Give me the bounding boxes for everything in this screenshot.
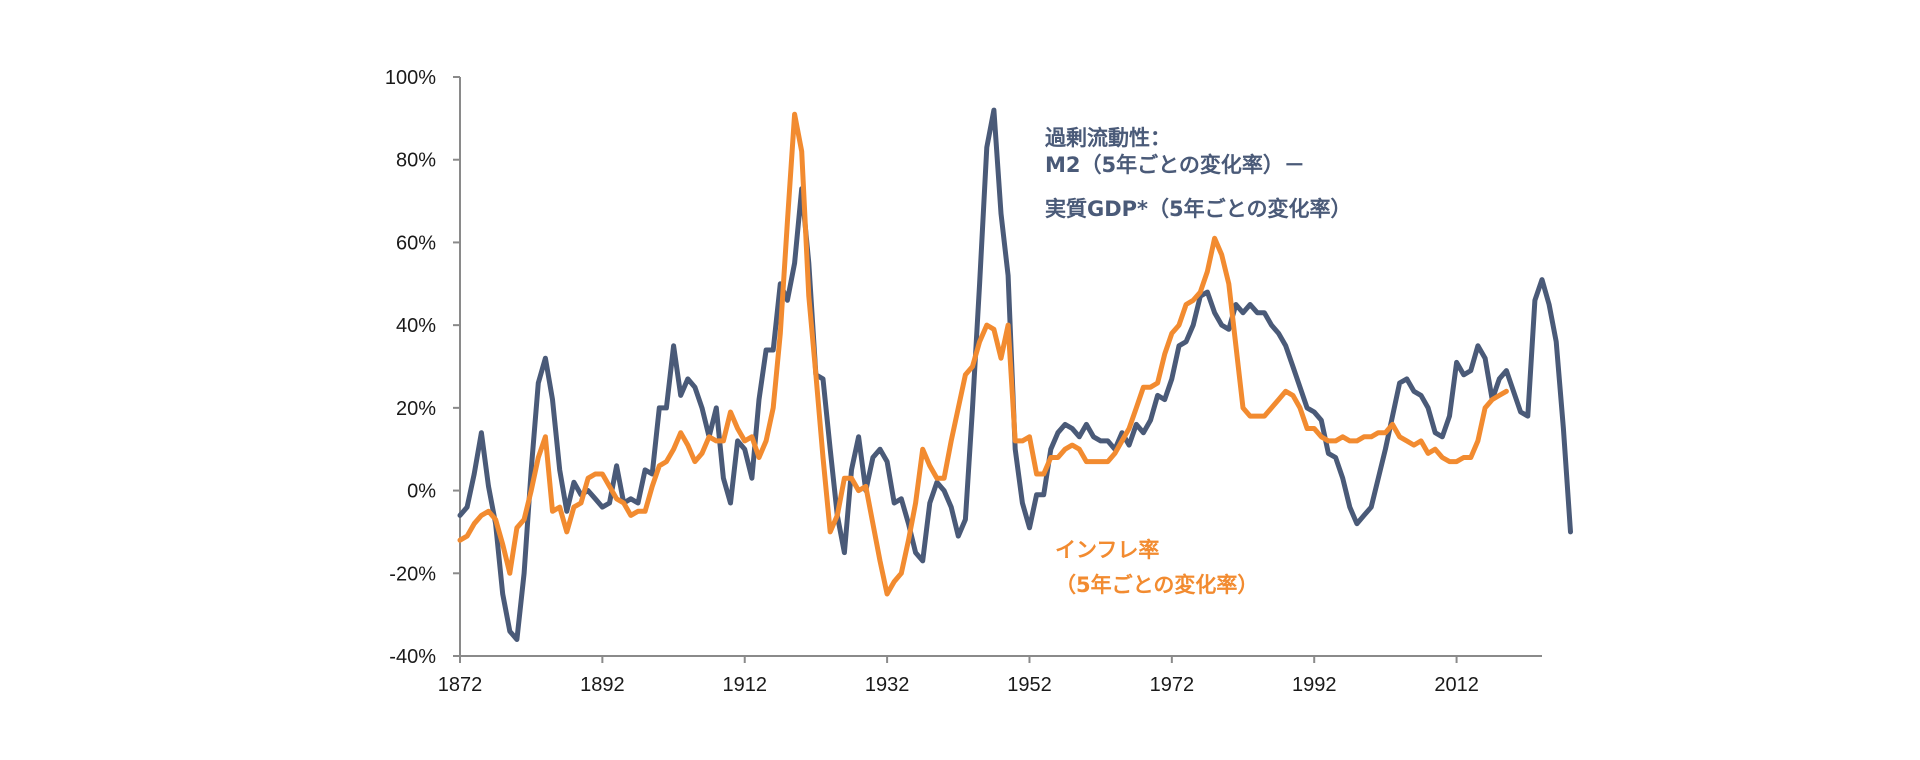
inflation-label-line-2: （5年ごとの変化率）: [1055, 573, 1258, 597]
x-tick-label: 1932: [865, 674, 910, 696]
excess_liquidity-series-line: [457, 107, 1573, 642]
inflation-label-line-1: インフレ率: [1055, 538, 1159, 562]
series-layer: [457, 107, 1573, 642]
y-tick-label: 60%: [396, 232, 436, 254]
inflation-series-line: [457, 111, 1509, 597]
x-tick-label: 1912: [722, 674, 767, 696]
y-tick-label: -40%: [389, 646, 436, 668]
y-tick-label: 20%: [396, 398, 436, 420]
x-tick-label: 1872: [438, 674, 483, 696]
excess-liquidity-label-line-1: 過剰流動性：: [1045, 126, 1171, 150]
y-axis: 100% 80% 60% 40% 20% 0% -20% -40%: [385, 67, 461, 668]
y-tick-label: 100%: [385, 67, 436, 89]
y-tick-label: 80%: [396, 150, 436, 172]
x-tick-label: 1972: [1150, 674, 1195, 696]
x-tick-label: 1992: [1292, 674, 1337, 696]
x-axis: 1872 1892 1912 1932 1952 1972 1992 2012: [438, 655, 1542, 696]
excess-liquidity-label-line-3: 実質GDP*（5年ごとの変化率）: [1045, 197, 1351, 221]
y-tick-label: 0%: [407, 481, 436, 503]
y-tick-label: -20%: [389, 563, 436, 585]
x-tick-label: 1952: [1007, 674, 1052, 696]
y-tick-label: 40%: [396, 315, 436, 337]
x-tick-label: 2012: [1434, 674, 1479, 696]
excess-liquidity-label-line-2: M2（5年ごとの変化率）－: [1045, 153, 1305, 177]
x-tick-label: 1892: [580, 674, 625, 696]
